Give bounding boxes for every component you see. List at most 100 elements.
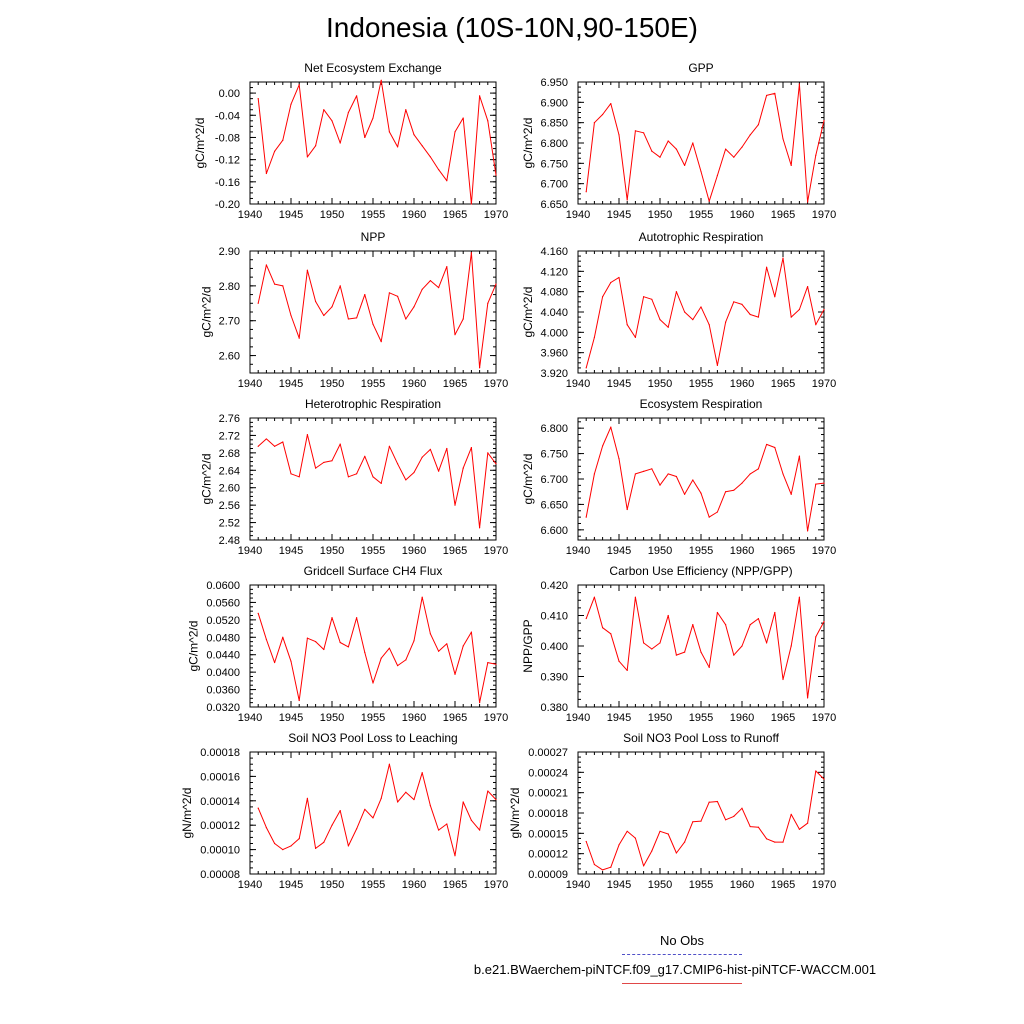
data-point <box>798 308 801 311</box>
x-tick-label: 1970 <box>812 879 836 891</box>
data-point <box>487 120 489 122</box>
y-tick-label: 2.60 <box>219 483 240 495</box>
page-title: Indonesia (10S-10N,90-150E) <box>325 12 698 43</box>
data-point <box>716 174 719 177</box>
legend-obs-label: No Obs <box>659 933 705 948</box>
data-point <box>323 314 325 317</box>
y-tick-label: 0.400 <box>540 641 568 653</box>
data-point <box>380 797 382 799</box>
data-point <box>700 170 702 173</box>
data-point <box>643 865 645 867</box>
data-point <box>364 651 366 654</box>
data-point <box>413 306 415 308</box>
data-point <box>643 132 645 134</box>
data-point <box>610 866 612 868</box>
data-point <box>602 113 604 116</box>
data-point <box>421 145 423 147</box>
data-point <box>774 92 776 94</box>
data-point <box>356 317 358 319</box>
y-tick-label: 0.00016 <box>200 771 240 783</box>
panel-title: Heterotrophic Respiration <box>305 397 441 411</box>
plot-frame <box>577 250 825 374</box>
data-point <box>339 142 341 144</box>
data-point <box>634 837 637 839</box>
data-point <box>733 815 735 817</box>
x-tick-label: 1970 <box>812 712 836 724</box>
data-point <box>618 458 620 460</box>
legend-model-line <box>622 983 742 984</box>
data-point <box>815 324 817 326</box>
data-point <box>282 285 284 287</box>
data-point <box>766 443 768 446</box>
data-point <box>265 638 267 641</box>
x-tick-label: 1970 <box>484 378 508 390</box>
data-point <box>470 631 472 633</box>
y-tick-label: 6.800 <box>540 423 568 435</box>
data-point <box>347 318 349 320</box>
y-tick-label: 2.72 <box>219 430 240 442</box>
y-tick-label: 0.0560 <box>206 597 240 609</box>
x-tick-label: 1940 <box>566 712 590 724</box>
x-tick-label: 1950 <box>648 209 672 221</box>
panel-title: Autotrophic Respiration <box>639 230 764 244</box>
data-point <box>421 288 423 290</box>
chart-panel-6: 1940 1945 1950 1955 1960 1965 1970 6.600 6.650 6.… <box>521 397 836 557</box>
data-point <box>749 313 751 316</box>
x-tick-label: 1965 <box>771 209 795 221</box>
data-point <box>306 269 308 271</box>
data-point <box>388 292 390 294</box>
data-point <box>684 841 686 843</box>
x-tick-label: 1940 <box>566 209 590 221</box>
data-point <box>421 596 423 598</box>
x-tick-label: 1965 <box>443 209 467 221</box>
data-point <box>651 850 653 852</box>
data-point <box>651 150 653 152</box>
data-point <box>757 124 760 126</box>
data-point <box>610 281 612 284</box>
data-point <box>306 797 308 799</box>
y-tick-label: 2.64 <box>219 465 240 477</box>
y-tick-label: -0.20 <box>215 199 240 211</box>
data-point <box>725 624 727 626</box>
data-point <box>585 516 587 518</box>
data-point <box>339 641 341 644</box>
y-tick-label: 6.850 <box>540 118 568 130</box>
y-tick-label: 2.60 <box>219 351 240 363</box>
data-point <box>798 596 801 598</box>
data-point <box>397 801 399 803</box>
data-point <box>405 109 407 111</box>
data-point <box>405 791 407 793</box>
y-tick-label: 0.0360 <box>206 685 240 697</box>
y-tick-label: 0.00021 <box>528 788 568 800</box>
data-point <box>807 697 809 699</box>
chart-panel-1: 1940 1945 1950 1955 1960 1965 1970 -0.20 -0.16 -0… <box>193 61 508 221</box>
panel-title: NPP <box>361 230 386 244</box>
panel-title: GPP <box>688 61 713 75</box>
y-axis-title: gC/m^2/d <box>521 287 535 338</box>
data-point <box>462 801 464 803</box>
y-tick-label: 0.420 <box>540 580 568 592</box>
data-point <box>257 302 259 304</box>
data-point <box>774 296 776 298</box>
x-tick-label: 1945 <box>279 209 303 221</box>
data-point <box>618 660 620 662</box>
x-tick-label: 1970 <box>812 545 836 557</box>
legend-model-label: b.e21.BWaerchem-piNTCF.f09_g17.CMIP6-his… <box>473 962 877 977</box>
x-tick-label: 1960 <box>730 545 754 557</box>
y-axis-title: gN/m^2/d <box>180 788 194 839</box>
data-point <box>667 614 669 617</box>
data-point <box>602 627 604 629</box>
data-point <box>429 805 431 807</box>
data-point <box>675 148 678 150</box>
data-point <box>741 645 743 647</box>
y-tick-label: 2.52 <box>219 518 240 530</box>
data-point <box>323 109 325 111</box>
x-tick-label: 1940 <box>566 378 590 390</box>
data-point <box>766 838 768 840</box>
x-tick-label: 1945 <box>607 879 631 891</box>
data-point <box>684 651 686 653</box>
data-point <box>462 318 464 320</box>
data-point <box>397 463 399 465</box>
y-axis-title: gC/m^2/d <box>521 118 535 169</box>
data-point <box>438 650 440 652</box>
